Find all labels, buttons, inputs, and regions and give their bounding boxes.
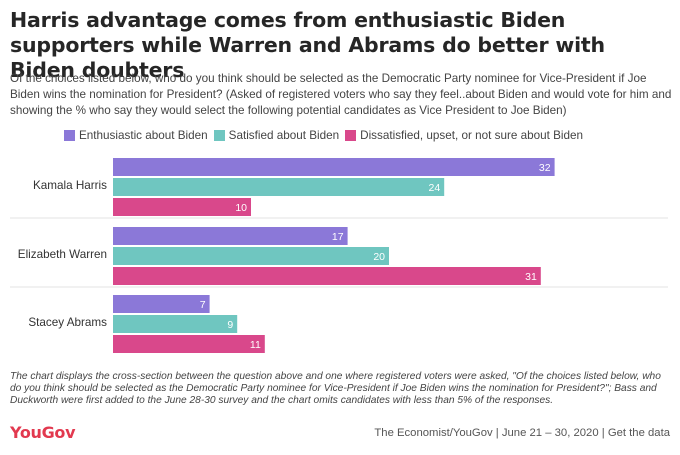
legend-item-enthusiastic: Enthusiastic about Biden bbox=[64, 129, 208, 142]
bar bbox=[113, 158, 555, 176]
legend-item-dissatisfied: Dissatisfied, upset, or not sure about B… bbox=[345, 129, 583, 142]
chart-subtitle: Of the choices listed below, who do you … bbox=[10, 72, 672, 117]
legend-swatch-satisfied bbox=[213, 129, 225, 141]
data-label: 20 bbox=[373, 251, 385, 263]
data-label: 31 bbox=[525, 271, 537, 283]
data-label: 24 bbox=[429, 182, 441, 194]
bar bbox=[113, 198, 251, 216]
data-label: 11 bbox=[250, 339, 261, 351]
legend-label-satisfied: Satisfied about Biden bbox=[228, 128, 340, 142]
data-label: 32 bbox=[539, 162, 551, 174]
legend-label-dissatisfied: Dissatisfied, upset, or not sure about B… bbox=[360, 128, 583, 142]
category-label: Stacey Abrams bbox=[28, 316, 107, 329]
legend-label-enthusiastic: Enthusiastic about Biden bbox=[79, 128, 208, 142]
source-line[interactable]: The Economist/YouGov | June 21 – 30, 202… bbox=[374, 427, 670, 439]
legend-swatch-enthusiastic bbox=[64, 129, 75, 141]
category-label: Kamala Harris bbox=[33, 179, 107, 192]
bar bbox=[113, 247, 389, 265]
legend-swatch-dissatisfied bbox=[345, 129, 357, 141]
bar bbox=[113, 295, 210, 313]
bar bbox=[113, 315, 238, 333]
yougov-logo: YouGov bbox=[10, 423, 76, 442]
legend-item-satisfied: Satisfied about Biden bbox=[213, 128, 340, 142]
chart-title: Harris advantage comes from enthusiastic… bbox=[10, 8, 605, 82]
bar-chart: Kamala Harris 32 24 10 Elizabeth Warren 17 20 3… bbox=[10, 158, 668, 353]
data-label: 10 bbox=[235, 202, 247, 214]
bar bbox=[113, 178, 445, 196]
bar bbox=[113, 267, 541, 285]
chart-legend: Enthusiastic about Biden Satisfied about… bbox=[64, 127, 589, 143]
data-label: 7 bbox=[200, 299, 206, 311]
data-label: 17 bbox=[332, 231, 344, 243]
data-label: 9 bbox=[227, 319, 233, 331]
bar bbox=[113, 335, 265, 353]
chart-footnote: The chart displays the cross-section bet… bbox=[10, 371, 661, 406]
category-label: Elizabeth Warren bbox=[18, 248, 107, 261]
bar bbox=[113, 227, 348, 245]
